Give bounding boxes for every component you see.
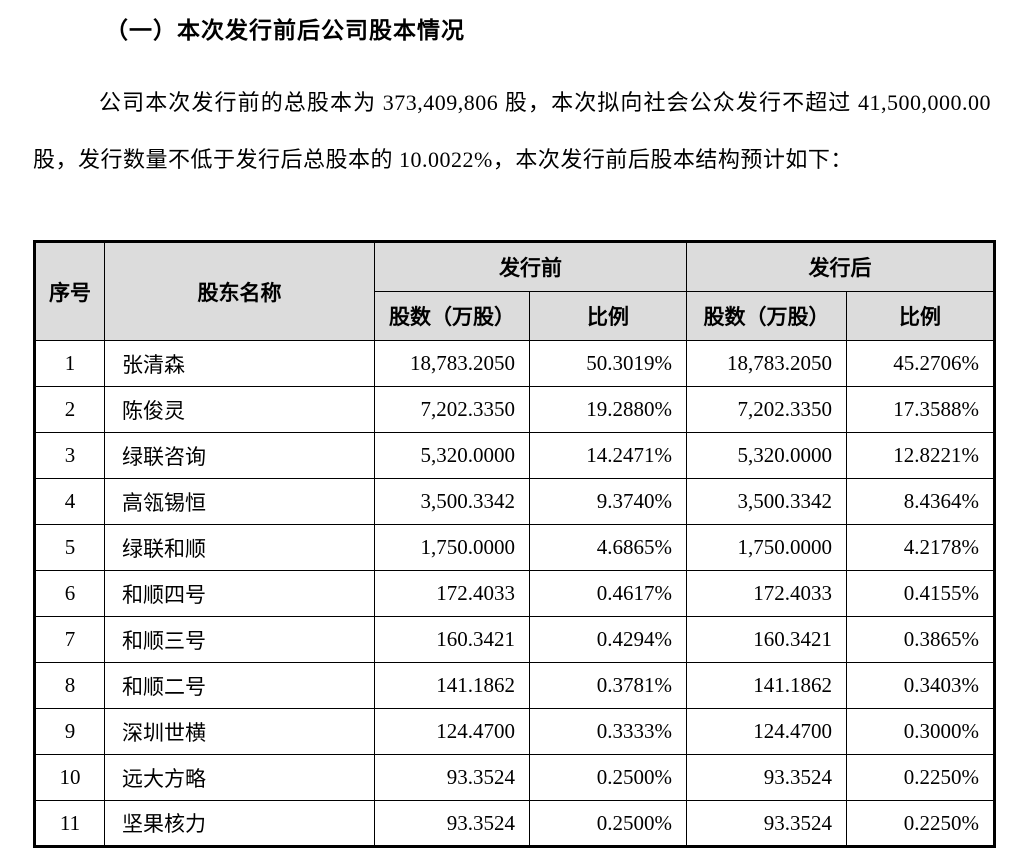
cell-pre-shares: 5,320.0000 bbox=[374, 432, 530, 479]
col-header-pre-shares: 股数（万股） bbox=[374, 291, 530, 341]
cell-pre-shares: 3,500.3342 bbox=[374, 478, 530, 525]
table-header: 序号 股东名称 发行前 发行后 股数（万股） 比例 股数（万股） 比例 bbox=[34, 241, 995, 341]
cell-seq: 7 bbox=[34, 616, 105, 663]
share-capital-table: 序号 股东名称 发行前 发行后 股数（万股） 比例 股数（万股） 比例 1 张清森… bbox=[33, 240, 996, 848]
cell-seq: 2 bbox=[34, 386, 105, 433]
cell-shareholder: 坚果核力 bbox=[104, 800, 375, 847]
table-row: 9 深圳世横 124.4700 0.3333% 124.4700 0.3000% bbox=[34, 708, 995, 755]
table-row: 6 和顺四号 172.4033 0.4617% 172.4033 0.4155% bbox=[34, 570, 995, 617]
col-group-post-issue: 发行后 bbox=[686, 241, 995, 292]
col-group-pre-issue: 发行前 bbox=[374, 241, 687, 292]
table-row: 10 远大方略 93.3524 0.2500% 93.3524 0.2250% bbox=[34, 754, 995, 801]
cell-pre-ratio: 50.3019% bbox=[529, 340, 687, 387]
cell-seq: 5 bbox=[34, 524, 105, 571]
cell-post-shares: 141.1862 bbox=[686, 662, 847, 709]
table-row: 7 和顺三号 160.3421 0.4294% 160.3421 0.3865% bbox=[34, 616, 995, 663]
col-header-shareholder: 股东名称 bbox=[104, 241, 375, 341]
cell-post-ratio: 0.2250% bbox=[846, 754, 995, 801]
table-row: 4 高瓴锡恒 3,500.3342 9.3740% 3,500.3342 8.4364% bbox=[34, 478, 995, 525]
cell-post-shares: 5,320.0000 bbox=[686, 432, 847, 479]
cell-post-ratio: 8.4364% bbox=[846, 478, 995, 525]
cell-pre-shares: 1,750.0000 bbox=[374, 524, 530, 571]
cell-post-shares: 160.3421 bbox=[686, 616, 847, 663]
cell-pre-ratio: 19.2880% bbox=[529, 386, 687, 433]
cell-post-shares: 93.3524 bbox=[686, 800, 847, 847]
cell-shareholder: 和顺四号 bbox=[104, 570, 375, 617]
cell-pre-ratio: 9.3740% bbox=[529, 478, 687, 525]
section-title: （一）本次发行前后公司股本情况 bbox=[105, 17, 465, 43]
table-row: 11 坚果核力 93.3524 0.2500% 93.3524 0.2250% bbox=[34, 800, 995, 847]
cell-seq: 11 bbox=[34, 800, 105, 847]
table-body: 1 张清森 18,783.2050 50.3019% 18,783.2050 45.270… bbox=[34, 340, 995, 847]
table-header-row-2: 股数（万股） 比例 股数（万股） 比例 bbox=[35, 291, 995, 341]
cell-pre-ratio: 0.3781% bbox=[529, 662, 687, 709]
cell-pre-shares: 7,202.3350 bbox=[374, 386, 530, 433]
cell-shareholder: 绿联和顺 bbox=[104, 524, 375, 571]
cell-pre-ratio: 0.4617% bbox=[529, 570, 687, 617]
cell-shareholder: 高瓴锡恒 bbox=[104, 478, 375, 525]
col-header-seq: 序号 bbox=[34, 241, 105, 341]
cell-post-shares: 7,202.3350 bbox=[686, 386, 847, 433]
table-row: 5 绿联和顺 1,750.0000 4.6865% 1,750.0000 4.2178% bbox=[34, 524, 995, 571]
cell-pre-ratio: 0.4294% bbox=[529, 616, 687, 663]
cell-shareholder: 陈俊灵 bbox=[104, 386, 375, 433]
cell-post-ratio: 0.4155% bbox=[846, 570, 995, 617]
cell-post-ratio: 45.2706% bbox=[846, 340, 995, 387]
cell-pre-shares: 141.1862 bbox=[374, 662, 530, 709]
cell-pre-shares: 93.3524 bbox=[374, 754, 530, 801]
cell-seq: 8 bbox=[34, 662, 105, 709]
cell-post-shares: 18,783.2050 bbox=[686, 340, 847, 387]
cell-shareholder: 深圳世横 bbox=[104, 708, 375, 755]
table-row: 3 绿联咨询 5,320.0000 14.2471% 5,320.0000 12.8221… bbox=[34, 432, 995, 479]
table-row: 2 陈俊灵 7,202.3350 19.2880% 7,202.3350 17.3588% bbox=[34, 386, 995, 433]
cell-pre-shares: 124.4700 bbox=[374, 708, 530, 755]
cell-post-ratio: 0.2250% bbox=[846, 800, 995, 847]
cell-pre-ratio: 4.6865% bbox=[529, 524, 687, 571]
cell-post-ratio: 0.3000% bbox=[846, 708, 995, 755]
cell-pre-shares: 172.4033 bbox=[374, 570, 530, 617]
cell-post-ratio: 0.3865% bbox=[846, 616, 995, 663]
cell-shareholder: 绿联咨询 bbox=[104, 432, 375, 479]
cell-post-ratio: 17.3588% bbox=[846, 386, 995, 433]
cell-post-ratio: 0.3403% bbox=[846, 662, 995, 709]
cell-post-shares: 1,750.0000 bbox=[686, 524, 847, 571]
cell-post-ratio: 12.8221% bbox=[846, 432, 995, 479]
cell-pre-shares: 93.3524 bbox=[374, 800, 530, 847]
cell-shareholder: 张清森 bbox=[104, 340, 375, 387]
cell-pre-shares: 160.3421 bbox=[374, 616, 530, 663]
cell-pre-ratio: 14.2471% bbox=[529, 432, 687, 479]
cell-post-shares: 3,500.3342 bbox=[686, 478, 847, 525]
col-header-post-shares: 股数（万股） bbox=[686, 291, 847, 341]
cell-post-ratio: 4.2178% bbox=[846, 524, 995, 571]
col-header-post-ratio: 比例 bbox=[846, 291, 995, 341]
cell-seq: 3 bbox=[34, 432, 105, 479]
table-row: 1 张清森 18,783.2050 50.3019% 18,783.2050 45.270… bbox=[34, 340, 995, 387]
cell-seq: 1 bbox=[34, 340, 105, 387]
cell-pre-ratio: 0.2500% bbox=[529, 754, 687, 801]
cell-seq: 6 bbox=[34, 570, 105, 617]
cell-seq: 4 bbox=[34, 478, 105, 525]
table-row: 8 和顺二号 141.1862 0.3781% 141.1862 0.3403% bbox=[34, 662, 995, 709]
cell-shareholder: 和顺三号 bbox=[104, 616, 375, 663]
table-header-row-1: 序号 股东名称 发行前 发行后 bbox=[34, 241, 995, 341]
cell-post-shares: 93.3524 bbox=[686, 754, 847, 801]
cell-seq: 10 bbox=[34, 754, 105, 801]
cell-pre-shares: 18,783.2050 bbox=[374, 340, 530, 387]
cell-shareholder: 远大方略 bbox=[104, 754, 375, 801]
intro-paragraph: 公司本次发行前的总股本为 373,409,806 股，本次拟向社会公众发行不超过… bbox=[33, 90, 991, 172]
cell-pre-ratio: 0.2500% bbox=[529, 800, 687, 847]
col-header-pre-ratio: 比例 bbox=[529, 291, 687, 341]
cell-post-shares: 124.4700 bbox=[686, 708, 847, 755]
cell-post-shares: 172.4033 bbox=[686, 570, 847, 617]
cell-seq: 9 bbox=[34, 708, 105, 755]
cell-shareholder: 和顺二号 bbox=[104, 662, 375, 709]
cell-pre-ratio: 0.3333% bbox=[529, 708, 687, 755]
